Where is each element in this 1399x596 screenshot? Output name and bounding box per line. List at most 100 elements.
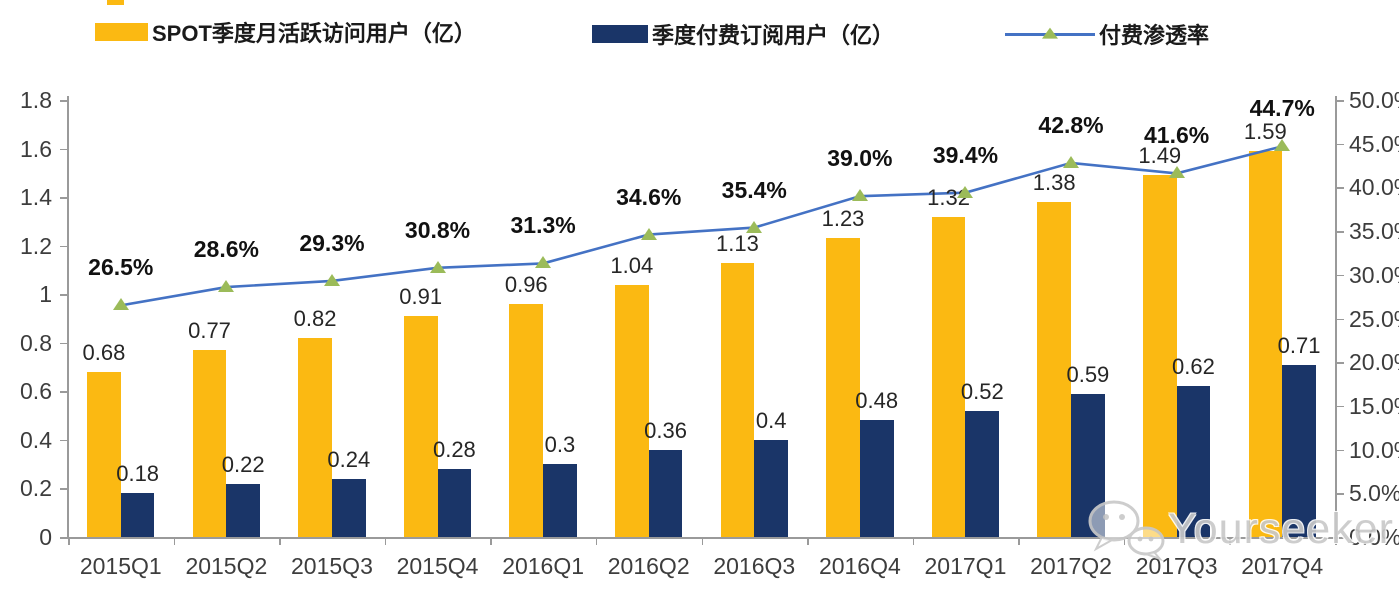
y2-axis-tick — [1336, 537, 1344, 539]
bar-mau — [509, 303, 544, 537]
line-point-triangle-icon — [640, 227, 657, 240]
bar-subscribers — [754, 439, 788, 537]
y2-axis-label: 25.0% — [1349, 305, 1399, 332]
y2-axis-label: 20.0% — [1349, 349, 1399, 376]
bar-mau — [192, 350, 227, 537]
x-axis-tick — [384, 538, 387, 545]
line-point-triangle-icon — [112, 298, 129, 311]
bar-label-subscribers: 0.28 — [432, 437, 476, 463]
y2-axis-label: 10.0% — [1349, 436, 1399, 463]
y2-axis-tick — [1336, 362, 1344, 364]
line-point-triangle-icon — [1274, 139, 1291, 152]
x-axis-tick — [279, 538, 281, 545]
top-edge-artifact — [107, 0, 124, 5]
x-axis-label: 2016Q1 — [502, 553, 585, 579]
y-axis-tick — [60, 488, 68, 490]
y2-axis-label: 45.0% — [1349, 130, 1399, 157]
x-axis-tick — [173, 538, 176, 545]
bar-subscribers — [1282, 364, 1316, 537]
bar-subscribers — [965, 410, 1000, 537]
legend-item-penetration: 付费渗透率 — [1005, 22, 1209, 48]
y-axis-label: 0 — [39, 524, 52, 550]
legend-line-sample — [1005, 27, 1095, 39]
penetration-label: 31.3% — [510, 212, 576, 239]
y2-axis-tick — [1336, 318, 1344, 320]
x-axis-label: 2016Q4 — [818, 553, 901, 579]
y-axis-label: 1.2 — [20, 232, 52, 259]
y-axis-tick — [60, 197, 68, 199]
x-axis-tick — [490, 538, 492, 545]
bar-subscribers — [331, 478, 366, 537]
bar-label-mau: 0.77 — [188, 318, 231, 344]
y-axis-tick — [60, 100, 68, 102]
y-axis-line — [67, 96, 69, 538]
y-axis-tick — [60, 245, 68, 248]
y-axis-tick — [60, 148, 68, 151]
x-axis-label: 2017Q3 — [1135, 553, 1218, 579]
penetration-label: 34.6% — [616, 183, 682, 210]
penetration-label: 30.8% — [404, 216, 471, 243]
x-axis-label: 2016Q2 — [607, 553, 690, 579]
bar-label-mau: 1.49 — [1138, 143, 1182, 169]
bar-label-mau: 0.96 — [504, 271, 548, 297]
x-axis-tick — [1229, 538, 1231, 545]
penetration-label: 39.4% — [932, 141, 999, 168]
bar-label-mau: 1.23 — [821, 206, 865, 232]
bar-label-subscribers: 0.22 — [221, 451, 265, 477]
x-axis-label: 2015Q3 — [291, 553, 373, 579]
bar-subscribers — [226, 483, 261, 537]
x-axis-line — [68, 537, 1336, 539]
y2-axis-tick — [1336, 449, 1344, 452]
x-axis-label: 2017Q4 — [1241, 553, 1324, 579]
y-axis-label: 1.4 — [20, 184, 52, 211]
penetration-label: 26.5% — [88, 254, 154, 281]
penetration-label: 35.4% — [721, 176, 787, 203]
bar-label-subscribers: 0.62 — [1172, 354, 1215, 380]
y-axis-label: 0.8 — [20, 329, 52, 356]
bar-subscribers — [120, 493, 155, 537]
x-axis-tick — [1335, 538, 1337, 545]
line-point-triangle-icon — [1063, 155, 1080, 168]
y2-axis-label: 50.0% — [1349, 87, 1399, 113]
bar-mau — [931, 216, 966, 537]
legend-swatch-mau — [95, 23, 148, 41]
y2-axis-tick — [1336, 493, 1344, 495]
legend-label-penetration: 付费渗透率 — [1099, 23, 1210, 48]
line-point-triangle-icon — [957, 185, 974, 198]
watermark: Yourseeker — [1082, 497, 1394, 561]
legend-label-mau: SPOT季度月活跃访问用户（亿） — [152, 21, 476, 46]
y-axis-tick — [60, 342, 68, 345]
penetration-label: 29.3% — [299, 229, 365, 256]
y2-axis-tick — [1336, 143, 1344, 146]
bar-label-subscribers: 0.18 — [116, 461, 160, 487]
bar-mau — [615, 284, 649, 537]
bar-subscribers — [859, 420, 894, 537]
line-point-triangle-icon — [535, 256, 552, 269]
bar-mau — [1037, 201, 1072, 537]
x-axis-tick — [1018, 538, 1020, 545]
y-axis-label: 1.6 — [20, 135, 52, 162]
bar-mau — [826, 238, 860, 537]
x-axis-label: 2015Q4 — [396, 553, 479, 579]
legend-item-subscribers: 季度付费订阅用户（亿） — [592, 22, 894, 48]
x-axis-label: 2017Q2 — [1030, 553, 1112, 579]
bar-label-subscribers: 0.36 — [644, 417, 687, 443]
x-axis-tick — [1123, 538, 1126, 545]
bar-mau — [298, 337, 332, 537]
wechat-icon — [1088, 500, 1165, 561]
bar-label-subscribers: 0.48 — [855, 388, 899, 414]
y2-axis-label: 5.0% — [1349, 480, 1399, 507]
legend-swatch-subscribers — [592, 25, 648, 43]
y-axis-tick — [60, 294, 68, 296]
bar-mau — [403, 316, 438, 537]
bar-label-mau: 0.68 — [82, 339, 126, 365]
penetration-label: 42.8% — [1038, 111, 1104, 138]
y-axis-tick — [60, 391, 68, 393]
penetration-label: 39.0% — [827, 145, 893, 172]
y2-axis-label: 40.0% — [1349, 174, 1399, 201]
legend-label-subscribers: 季度付费订阅用户（亿） — [652, 23, 895, 48]
bar-label-mau: 1.13 — [716, 230, 759, 256]
bar-label-subscribers: 0.52 — [960, 378, 1004, 404]
penetration-label: 28.6% — [193, 236, 259, 263]
x-axis-label: 2016Q3 — [713, 553, 796, 579]
